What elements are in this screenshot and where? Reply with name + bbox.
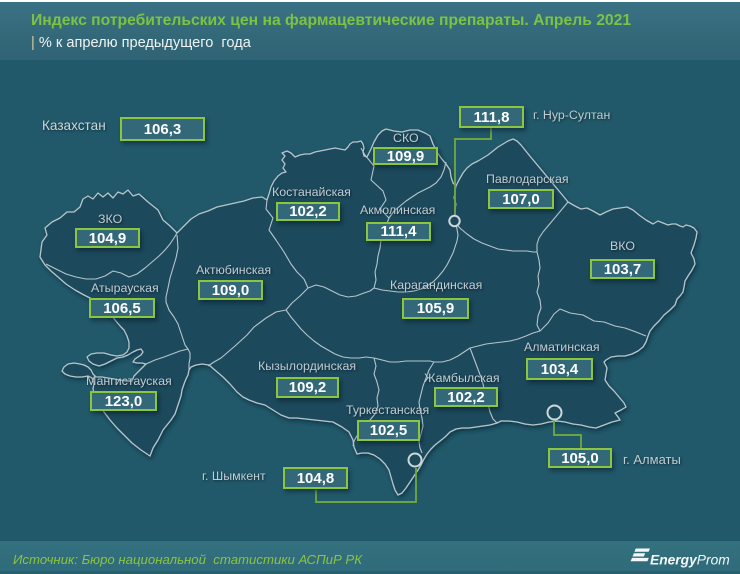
svg-text:EnergyProm: EnergyProm <box>650 553 730 568</box>
